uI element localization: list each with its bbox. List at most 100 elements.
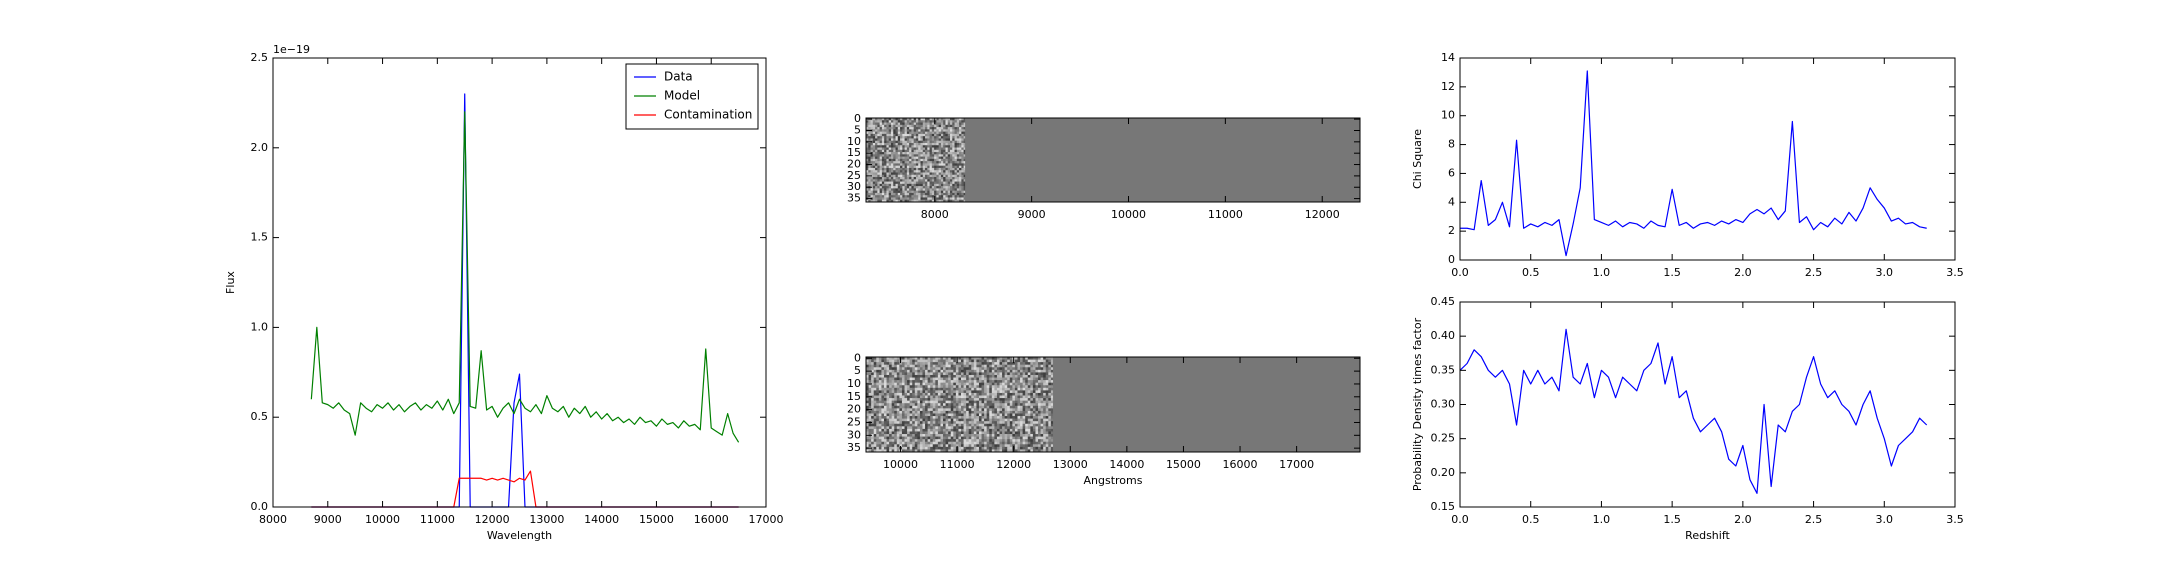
image-pixel [896,392,900,396]
image-pixel [978,374,982,378]
image-pixel [879,190,883,194]
image-pixel [907,400,910,404]
image-pixel [973,410,977,414]
image-pixel [878,418,882,422]
image-pixel [927,446,931,450]
image-pixel [883,428,887,432]
image-pixel [877,142,880,146]
image-pixel [1025,426,1029,430]
image-pixel [963,195,966,198]
image-pixel [986,434,990,437]
image-pixel [914,367,918,371]
image-pixel [876,387,880,391]
image-pixel [940,446,944,450]
image-pixel [981,416,985,419]
image-pixel [1017,431,1021,435]
image-pixel [914,357,918,360]
image-pixel [1012,434,1016,437]
image-pixel [925,199,928,203]
image-pixel [909,183,912,187]
image-pixel [943,154,946,157]
image-pixel [950,147,953,151]
image-pixel [919,385,923,389]
image-pixel [948,418,952,422]
axes-frame [1459,57,1956,261]
image-pixel [917,369,921,373]
image-pixel [954,158,958,162]
image-pixel [904,400,908,404]
image-pixel [1025,413,1029,417]
image-pixel [996,405,1000,409]
image-pixel [981,413,985,417]
image-pixel [891,382,895,386]
image-pixel [904,377,908,381]
image-pixel [1020,380,1023,383]
image-pixel [895,177,899,180]
image-pixel [954,190,958,194]
image-pixel [935,385,939,389]
image-pixel [873,357,877,360]
image-pixel [1040,434,1044,437]
image-pixel [945,165,949,169]
image-pixel [896,421,900,425]
image-pixel [909,158,912,162]
image-pixel [973,444,977,448]
image-pixel [873,449,877,453]
image-pixel [1017,436,1021,440]
image-pixel [961,426,964,430]
image-pixel [913,147,917,151]
image-pixel [947,131,951,135]
image-pixel [904,390,908,394]
image-pixel [866,380,869,383]
image-pixel [953,405,957,409]
image-pixel [1027,449,1031,453]
image-pixel [884,177,887,180]
image-pixel [984,398,987,401]
image-pixel [920,181,924,185]
image-pixel [968,431,972,435]
image-pixel [930,362,934,366]
image-pixel [895,170,899,173]
image-pixel [1030,367,1034,371]
image-pixel [913,163,917,166]
image-pixel [958,377,962,381]
image-pixel [931,161,935,164]
image-pixel [886,449,890,453]
image-pixel [947,133,951,137]
image-pixel [976,410,980,414]
image-pixel [879,145,883,148]
image-pixel [1045,434,1049,437]
image-pixel [888,179,892,182]
image-pixel [971,441,975,445]
image-pixel [894,385,898,389]
image-pixel [978,362,982,366]
image-pixel [922,165,926,169]
image-pixel [952,127,955,130]
image-pixel [877,181,880,185]
image-pixel [876,423,880,427]
image-pixel [913,192,917,196]
image-pixel [989,385,993,389]
image-pixel [931,118,935,121]
image-pixel [922,161,926,164]
image-pixel [909,439,913,443]
image-pixel [999,416,1003,419]
image-pixel [915,172,919,176]
image-pixel [878,359,882,363]
image-pixel [904,436,908,440]
image-pixel [872,163,876,166]
image-pixel [958,369,962,373]
image-pixel [963,385,967,389]
image-pixel [927,372,931,376]
image-pixel [1035,380,1039,383]
image-pixel [871,364,875,368]
image-pixel [920,163,924,166]
image-pixel [994,387,998,391]
image-pixel [1048,385,1052,389]
image-pixel [940,398,944,401]
image-pixel [1040,403,1044,407]
image-pixel [971,439,975,443]
image-pixel [1017,377,1021,381]
image-pixel [866,156,869,160]
image-pixel [897,156,901,160]
